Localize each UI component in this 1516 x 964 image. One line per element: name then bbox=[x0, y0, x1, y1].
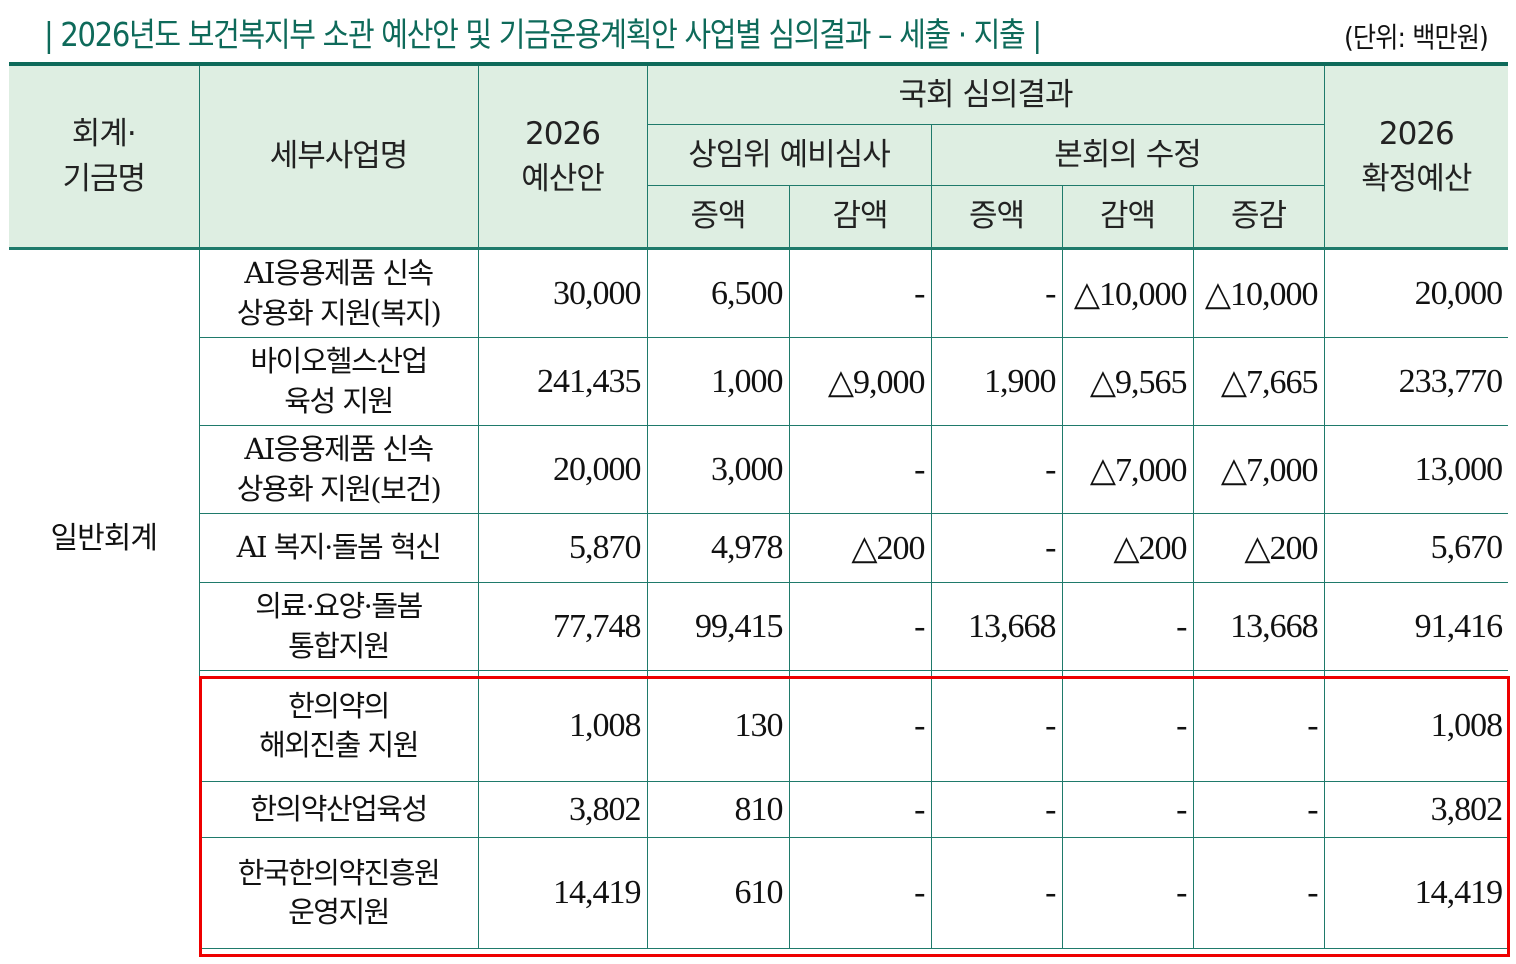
program-name: 한국한의약진흥원 운영지원 bbox=[198, 837, 479, 949]
header-net-change: 증감 bbox=[1192, 185, 1325, 250]
program-name: 바이오헬스산업 육성 지원 bbox=[198, 337, 479, 426]
plenary-increase-cell: - bbox=[930, 837, 1063, 949]
plenary-increase-cell: 1,900 bbox=[930, 337, 1063, 426]
header-account: 회계· 기금명 bbox=[9, 63, 200, 250]
budget-cell: 77,748 bbox=[477, 582, 648, 671]
table-row: 일반회계 AI응용제품 신속 상용화 지원(복지) 30,000 6,500 -… bbox=[9, 248, 1509, 949]
net-change-cell: △10,000 bbox=[1192, 248, 1325, 338]
final-budget-cell: 20,000 bbox=[1323, 248, 1509, 338]
table-row-highlighted: 한국한의약진흥원 운영지원 14,419 610 - - - - 14,419 bbox=[9, 837, 1509, 949]
header-final-2026: 2026 확정예산 bbox=[1323, 63, 1509, 250]
table-row: AI 복지·돌봄 혁신 5,870 4,978 △200 - △200 △200… bbox=[9, 513, 1509, 583]
final-budget-cell: 13,000 bbox=[1323, 425, 1509, 514]
budget-cell: 14,419 bbox=[477, 837, 648, 949]
plenary-decrease-cell: - bbox=[1061, 837, 1194, 949]
program-name: 한의약산업육성 bbox=[198, 781, 479, 838]
header-committee-increase: 증액 bbox=[646, 185, 790, 250]
final-budget-cell: 1,008 bbox=[1323, 670, 1509, 782]
account-group-label: 일반회계 bbox=[50, 521, 158, 557]
program-name: AI응용제품 신속 상용화 지원(복지) bbox=[198, 248, 479, 338]
budget-cell: 3,802 bbox=[477, 781, 648, 838]
header-committee-decrease: 감액 bbox=[788, 185, 932, 250]
committee-increase-cell: 6,500 bbox=[646, 248, 790, 338]
committee-decrease-cell: - bbox=[788, 248, 932, 338]
plenary-increase-cell: - bbox=[930, 781, 1063, 838]
plenary-increase-cell: - bbox=[930, 513, 1063, 583]
plenary-decrease-cell: - bbox=[1061, 582, 1194, 671]
unit-label: (단위: 백만원) bbox=[1344, 21, 1489, 54]
table-header: 회계· 기금명 세부사업명 2026 예산안 국회 심의결과 2026 확정예산… bbox=[9, 63, 1509, 250]
plenary-decrease-cell: △10,000 bbox=[1061, 248, 1194, 338]
committee-increase-cell: 810 bbox=[646, 781, 790, 838]
final-budget-cell: 233,770 bbox=[1323, 337, 1509, 426]
table-row-highlighted: 한의약산업육성 3,802 810 - - - - 3,802 bbox=[9, 781, 1509, 838]
net-change-cell: - bbox=[1192, 781, 1325, 838]
budget-cell: 1,008 bbox=[477, 670, 648, 782]
committee-increase-cell: 610 bbox=[646, 837, 790, 949]
header-plenary-decrease: 감액 bbox=[1061, 185, 1194, 250]
account-group-cell: 일반회계 bbox=[9, 248, 200, 949]
budget-cell: 30,000 bbox=[477, 248, 648, 338]
committee-increase-cell: 99,415 bbox=[646, 582, 790, 671]
net-change-cell: - bbox=[1192, 837, 1325, 949]
committee-decrease-cell: - bbox=[788, 670, 932, 782]
net-change-cell: △7,000 bbox=[1192, 425, 1325, 514]
net-change-cell: - bbox=[1192, 670, 1325, 782]
final-budget-cell: 14,419 bbox=[1323, 837, 1509, 949]
page-title: | 2026년도 보건복지부 소관 예산안 및 기금운용계획안 사업별 심의결과… bbox=[44, 15, 1042, 54]
net-change-cell: △7,665 bbox=[1192, 337, 1325, 426]
program-name: 한의약의 해외진출 지원 bbox=[198, 670, 479, 782]
header-committee: 상임위 예비심사 bbox=[646, 124, 932, 186]
budget-table: 회계· 기금명 세부사업명 2026 예산안 국회 심의결과 2026 확정예산… bbox=[9, 62, 1509, 949]
budget-cell: 5,870 bbox=[477, 513, 648, 583]
committee-increase-cell: 4,978 bbox=[646, 513, 790, 583]
net-change-cell: 13,668 bbox=[1192, 582, 1325, 671]
committee-increase-cell: 3,000 bbox=[646, 425, 790, 514]
table-row: 바이오헬스산업 육성 지원 241,435 1,000 △9,000 1,900… bbox=[9, 337, 1509, 426]
final-budget-cell: 3,802 bbox=[1323, 781, 1509, 838]
plenary-increase-cell: - bbox=[930, 425, 1063, 514]
header-plenary: 본회의 수정 bbox=[930, 124, 1325, 186]
committee-decrease-cell: - bbox=[788, 837, 932, 949]
table-body: 일반회계 AI응용제품 신속 상용화 지원(복지) 30,000 6,500 -… bbox=[9, 248, 1509, 949]
committee-decrease-cell: - bbox=[788, 425, 932, 514]
plenary-decrease-cell: △7,000 bbox=[1061, 425, 1194, 514]
plenary-decrease-cell: △9,565 bbox=[1061, 337, 1194, 426]
header-review-group: 국회 심의결과 bbox=[646, 63, 1325, 125]
table-row: 의료·요양·돌봄 통합지원 77,748 99,415 - 13,668 - 1… bbox=[9, 582, 1509, 671]
title-bar: | 2026년도 보건복지부 소관 예산안 및 기금운용계획안 사업별 심의결과… bbox=[0, 0, 1516, 62]
net-change-cell: △200 bbox=[1192, 513, 1325, 583]
final-budget-cell: 5,670 bbox=[1323, 513, 1509, 583]
plenary-decrease-cell: - bbox=[1061, 670, 1194, 782]
committee-decrease-cell: - bbox=[788, 582, 932, 671]
program-name: AI응용제품 신속 상용화 지원(보건) bbox=[198, 425, 479, 514]
plenary-increase-cell: - bbox=[930, 670, 1063, 782]
header-budget-2026: 2026 예산안 bbox=[477, 63, 648, 250]
committee-decrease-cell: - bbox=[788, 781, 932, 838]
header-program: 세부사업명 bbox=[198, 63, 479, 250]
committee-decrease-cell: △9,000 bbox=[788, 337, 932, 426]
table-row: AI응용제품 신속 상용화 지원(보건) 20,000 3,000 - - △7… bbox=[9, 425, 1509, 514]
plenary-increase-cell: - bbox=[930, 248, 1063, 338]
plenary-increase-cell: 13,668 bbox=[930, 582, 1063, 671]
committee-decrease-cell: △200 bbox=[788, 513, 932, 583]
table-row-highlighted: 한의약의 해외진출 지원 1,008 130 - - - - 1,008 bbox=[9, 670, 1509, 782]
plenary-decrease-cell: - bbox=[1061, 781, 1194, 838]
program-name: 의료·요양·돌봄 통합지원 bbox=[198, 582, 479, 671]
final-budget-cell: 91,416 bbox=[1323, 582, 1509, 671]
budget-cell: 20,000 bbox=[477, 425, 648, 514]
committee-increase-cell: 130 bbox=[646, 670, 790, 782]
program-name: AI 복지·돌봄 혁신 bbox=[198, 513, 479, 583]
plenary-decrease-cell: △200 bbox=[1061, 513, 1194, 583]
committee-increase-cell: 1,000 bbox=[646, 337, 790, 426]
header-plenary-increase: 증액 bbox=[930, 185, 1063, 250]
budget-cell: 241,435 bbox=[477, 337, 648, 426]
